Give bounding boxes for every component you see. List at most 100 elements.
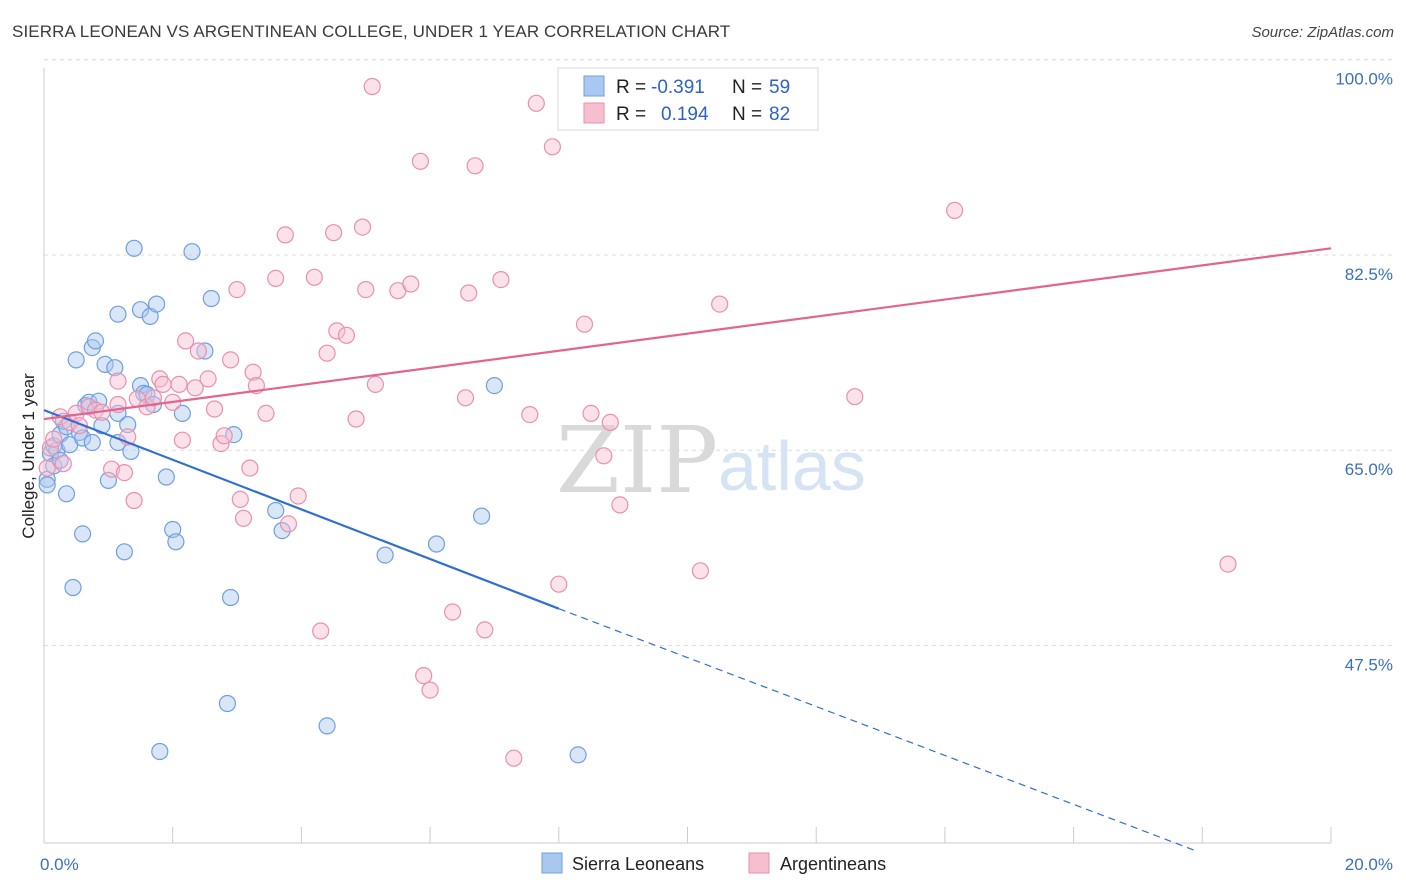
data-point xyxy=(595,447,613,465)
data-point xyxy=(119,416,137,434)
series-sierra-leoneans xyxy=(38,239,587,764)
data-point xyxy=(582,404,600,422)
data-point xyxy=(460,284,478,302)
data-point xyxy=(611,496,629,514)
data-point xyxy=(222,351,240,369)
data-point xyxy=(109,372,127,390)
data-point xyxy=(148,295,166,313)
data-point xyxy=(106,359,124,377)
data-point xyxy=(234,509,253,527)
data-point xyxy=(41,439,60,457)
data-point xyxy=(73,525,92,543)
data-point xyxy=(543,138,562,156)
data-point xyxy=(109,305,127,323)
data-point xyxy=(273,521,291,540)
data-point xyxy=(170,375,188,393)
data-point xyxy=(57,485,76,503)
data-point xyxy=(205,400,224,418)
legend-r-label-pink: R = xyxy=(616,104,646,125)
data-point xyxy=(473,507,491,525)
data-point xyxy=(218,694,236,713)
y-tick-label: 100.0% xyxy=(1335,70,1393,89)
data-point xyxy=(196,342,214,360)
data-point xyxy=(415,666,433,685)
data-point xyxy=(945,201,964,219)
data-point xyxy=(289,487,307,505)
watermark-zip: ZIP xyxy=(556,407,718,514)
series-argentineans xyxy=(38,70,1237,767)
axes xyxy=(43,68,1332,844)
data-point xyxy=(402,275,420,293)
data-point xyxy=(466,157,484,175)
data-point xyxy=(38,459,56,477)
data-point xyxy=(99,471,118,489)
data-point xyxy=(186,379,204,397)
gridlines xyxy=(44,59,1392,646)
data-point xyxy=(456,389,475,407)
data-point xyxy=(93,417,111,435)
data-point xyxy=(257,404,275,422)
data-point xyxy=(347,410,365,428)
data-point xyxy=(67,351,85,369)
trend-line-sierra-leoneans-extension xyxy=(558,608,1197,852)
data-point xyxy=(115,464,134,482)
data-point xyxy=(366,375,384,393)
data-point xyxy=(199,370,217,388)
watermark-atlas: atlas xyxy=(718,427,866,505)
x-tick-label-min: 0.0% xyxy=(40,855,79,874)
data-point xyxy=(102,460,121,478)
y-tick-label: 82.5% xyxy=(1345,265,1393,284)
data-point xyxy=(151,370,169,388)
data-point xyxy=(305,268,323,286)
data-point xyxy=(337,326,355,344)
data-point xyxy=(64,578,82,597)
data-point xyxy=(328,322,346,340)
data-point xyxy=(476,621,494,639)
data-point xyxy=(527,94,545,112)
data-point xyxy=(421,681,439,699)
bottom-legend-swatch-sierra-leoneans xyxy=(541,852,563,874)
data-point xyxy=(131,301,150,319)
y-tick-label: 65.0% xyxy=(1345,460,1393,479)
data-point xyxy=(444,603,462,621)
data-point xyxy=(86,332,105,350)
legend-n-value-blue: 59 xyxy=(769,77,790,98)
data-point xyxy=(189,342,207,360)
data-point xyxy=(202,289,220,308)
y-tick-labels: 47.5% 65.0% 82.5% 100.0% xyxy=(1335,70,1393,675)
trend-line-sierra-leoneans xyxy=(43,409,560,610)
data-point xyxy=(505,749,523,767)
x-tick-label-max: 20.0% xyxy=(1345,855,1393,874)
data-point xyxy=(521,406,539,424)
bottom-legend-swatch-argentineans xyxy=(748,852,770,874)
bottom-legend-label-sierra-leoneans: Sierra Leoneans xyxy=(572,854,704,874)
data-point xyxy=(691,562,710,580)
data-point xyxy=(115,543,134,561)
data-point xyxy=(485,377,503,395)
legend-n-label-blue: N = xyxy=(732,77,762,98)
data-point xyxy=(427,535,446,553)
data-point xyxy=(575,315,594,333)
data-point xyxy=(45,430,63,448)
data-point xyxy=(569,746,587,764)
data-point xyxy=(38,476,56,494)
data-point xyxy=(228,281,246,299)
data-point xyxy=(90,392,108,410)
bottom-legend-label-argentineans: Argentineans xyxy=(780,854,886,874)
data-point xyxy=(183,243,201,261)
data-point xyxy=(318,717,336,735)
data-point xyxy=(96,355,114,373)
legend-swatch-pink xyxy=(583,102,605,124)
data-point xyxy=(601,413,619,431)
data-point xyxy=(312,622,330,640)
data-point xyxy=(231,490,249,508)
data-point xyxy=(167,533,185,551)
data-point xyxy=(241,459,259,477)
data-point xyxy=(83,433,101,452)
data-point xyxy=(276,226,294,244)
legend-swatch-blue xyxy=(583,75,605,97)
correlation-legend: R = -0.391 N = 59 R = 0.194 N = 82 xyxy=(557,67,819,131)
data-point xyxy=(325,224,343,242)
legend-r-value-blue: -0.391 xyxy=(651,77,705,98)
